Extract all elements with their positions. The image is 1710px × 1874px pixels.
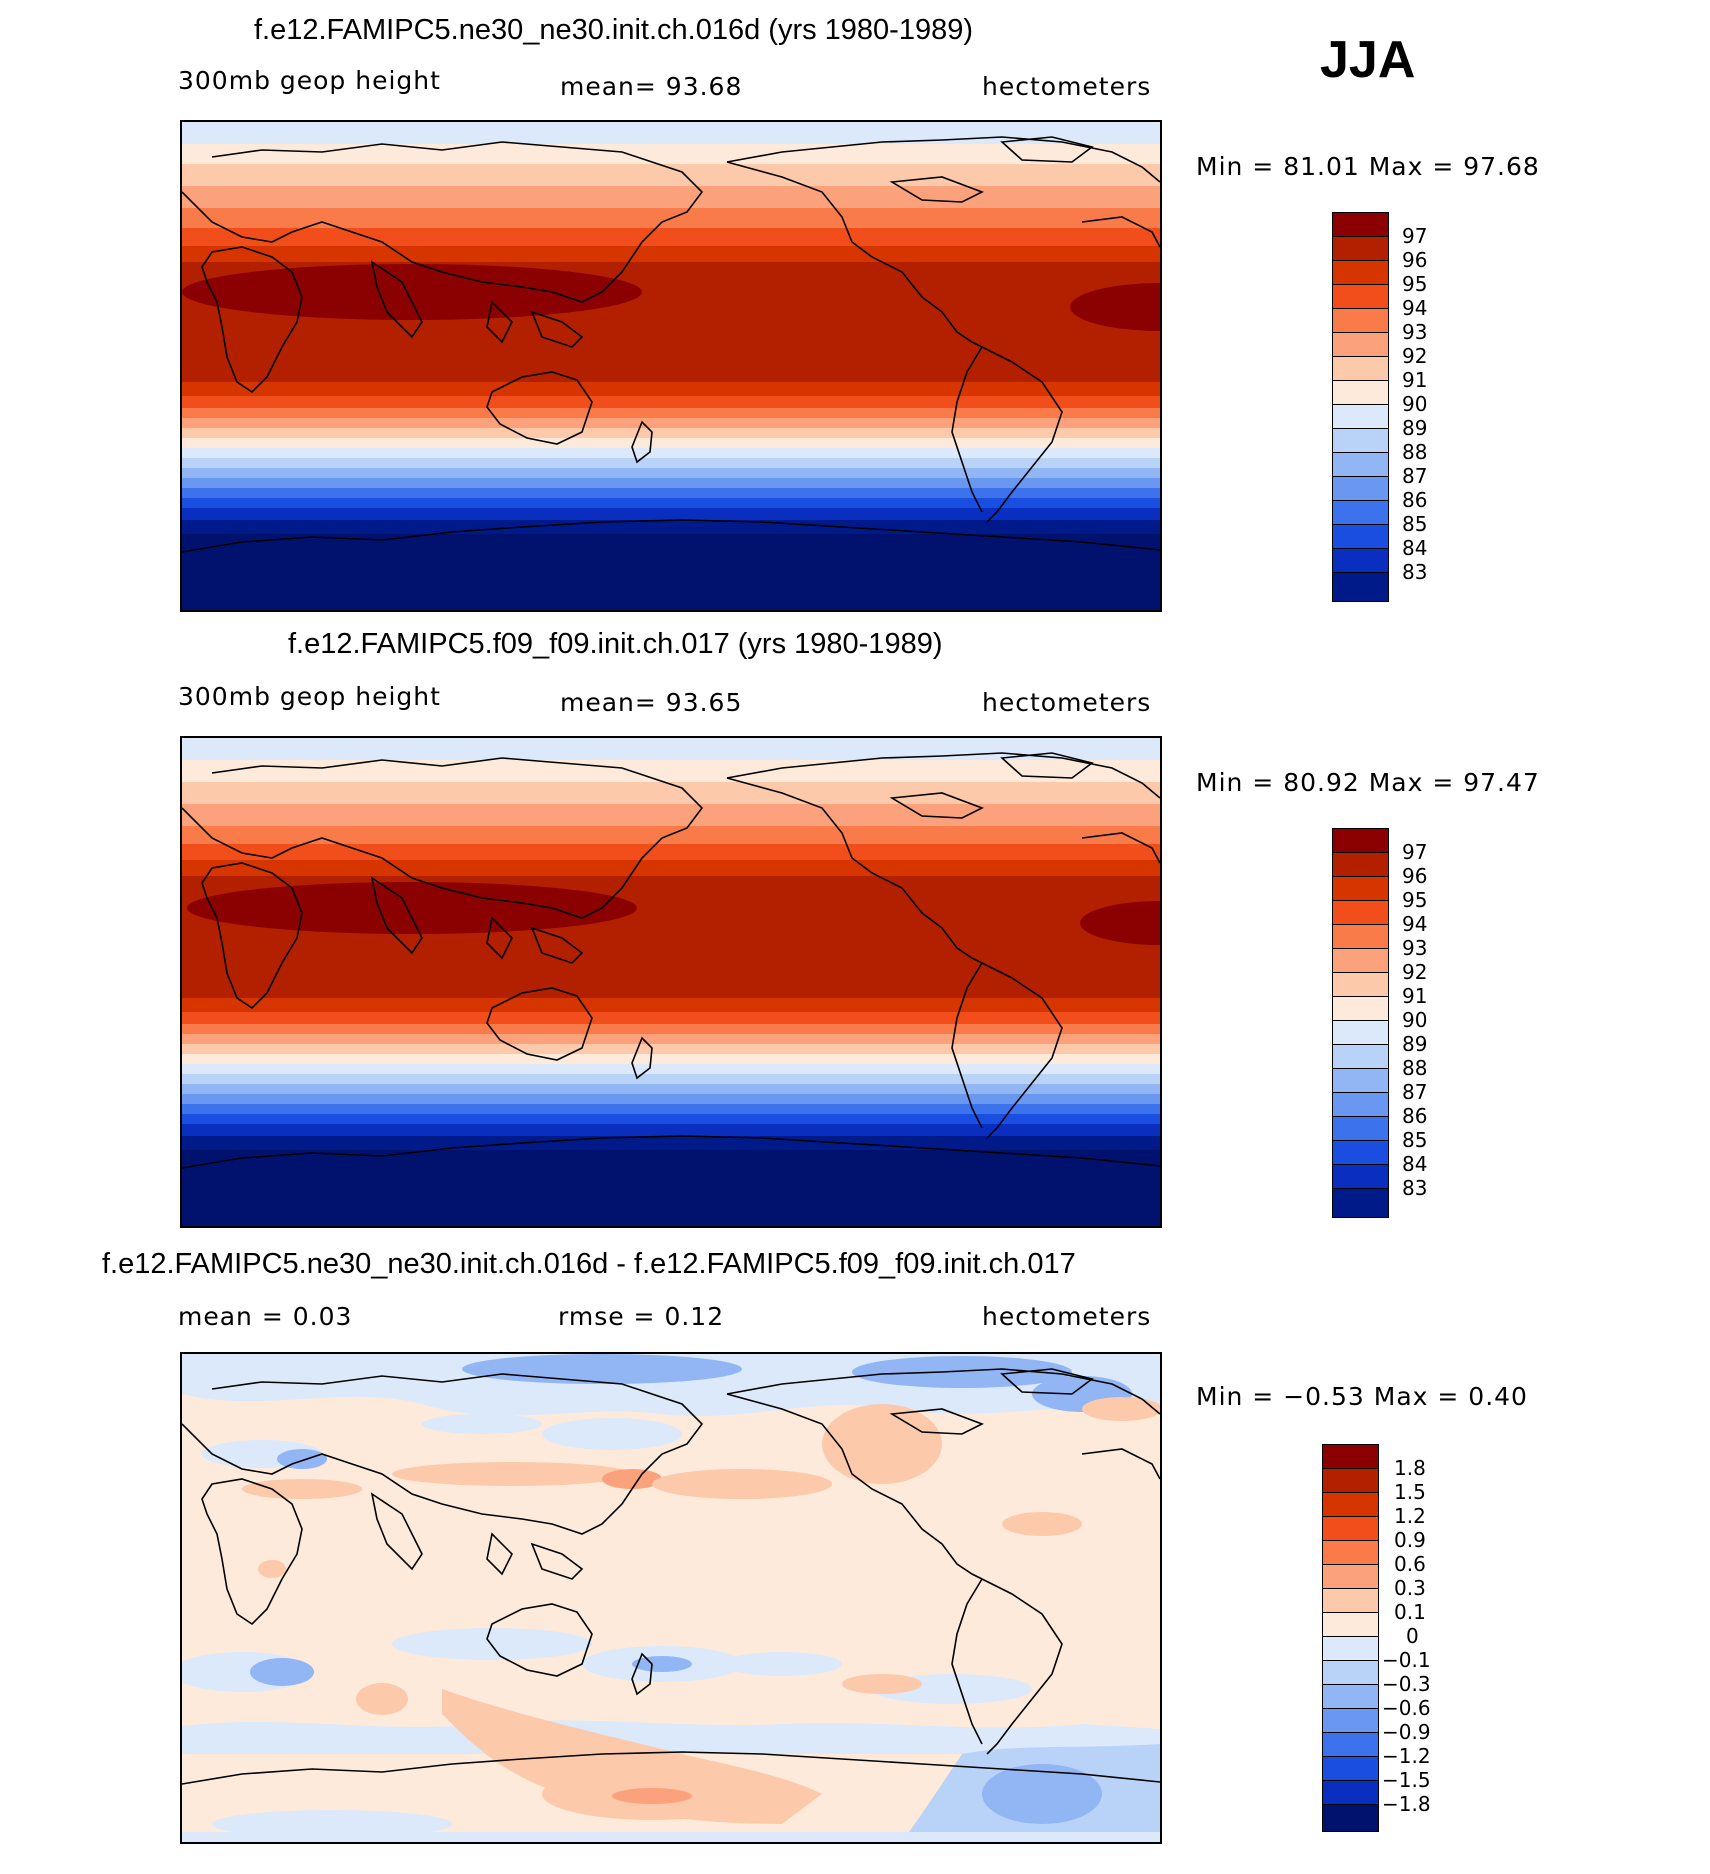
cbar-top-tick: 88 — [1402, 440, 1428, 464]
panel-middle-mean-label: mean= 93.65 — [560, 688, 743, 717]
cbar-diff-tick: −0.6 — [1382, 1696, 1431, 1720]
panel-middle-minmax-label: Min = 80.92 Max = 97.47 — [1196, 768, 1540, 797]
cbar-middle-tick: 86 — [1402, 1104, 1428, 1128]
cbar-diff-tick: 0.6 — [1394, 1552, 1426, 1576]
panel-diff-mean-label: mean = 0.03 — [178, 1302, 353, 1331]
panel-top-coastlines — [182, 136, 1160, 553]
cbar-middle-tick: 83 — [1402, 1176, 1428, 1200]
panel-top-title: f.e12.FAMIPC5.ne30_ne30.init.ch.016d (yr… — [254, 14, 974, 46]
cbar-top-tick: 90 — [1402, 392, 1428, 416]
cbar-top-tick: 87 — [1402, 464, 1428, 488]
cbar-middle-tick: 94 — [1402, 912, 1428, 936]
panel-diff-map-svg — [182, 1354, 1160, 1842]
panel-top-units-label: hectometers — [982, 72, 1152, 101]
cbar-diff-tick: 1.8 — [1394, 1456, 1426, 1480]
cbar-diff-tick: −1.8 — [1382, 1792, 1431, 1816]
cbar-diff-tick: 0.3 — [1394, 1576, 1426, 1600]
cbar-top-tick: 96 — [1402, 248, 1428, 272]
cbar-top-tick: 89 — [1402, 416, 1428, 440]
cbar-diff-tick: 1.5 — [1394, 1480, 1426, 1504]
cbar-diff-tick: −0.1 — [1382, 1648, 1431, 1672]
panel-middle-variable-label: 300mb geop height — [178, 682, 441, 711]
panel-middle-title: f.e12.FAMIPC5.f09_f09.init.ch.017 (yrs 1… — [288, 628, 943, 660]
cbar-diff-tick: −1.5 — [1382, 1768, 1431, 1792]
cbar-diff-tick: 0.1 — [1394, 1600, 1426, 1624]
cbar-middle-tick: 87 — [1402, 1080, 1428, 1104]
panel-middle-map-svg — [182, 738, 1160, 1226]
panel-top-map — [180, 120, 1162, 612]
panel-diff-map — [180, 1352, 1162, 1844]
cbar-middle-tick: 92 — [1402, 960, 1428, 984]
cbar-top-tick: 93 — [1402, 320, 1428, 344]
cbar-top-tick: 85 — [1402, 512, 1428, 536]
cbar-middle-tick: 97 — [1402, 840, 1428, 864]
panel-top-mean-label: mean= 93.68 — [560, 72, 743, 101]
panel-middle-map — [180, 736, 1162, 1228]
cbar-diff-tick: −1.2 — [1382, 1744, 1431, 1768]
panel-top-minmax-label: Min = 81.01 Max = 97.68 — [1196, 152, 1540, 181]
cbar-middle-tick: 84 — [1402, 1152, 1428, 1176]
cbar-middle-tick: 96 — [1402, 864, 1428, 888]
cbar-top-tick: 83 — [1402, 560, 1428, 584]
panel-top-map-svg — [182, 122, 1160, 610]
cbar-top-tick: 84 — [1402, 536, 1428, 560]
cbar-middle-tick: 90 — [1402, 1008, 1428, 1032]
cbar-top-tick: 91 — [1402, 368, 1428, 392]
cbar-middle-tick: 85 — [1402, 1128, 1428, 1152]
panel-middle-colorbar: 97 96 95 94 93 92 91 90 89 88 87 86 85 8… — [1332, 828, 1427, 1218]
cbar-middle-tick: 95 — [1402, 888, 1428, 912]
cbar-top-tick: 95 — [1402, 272, 1428, 296]
panel-diff-colorbar: 1.8 1.5 1.2 0.9 0.6 0.3 0.1 0 −0.1 −0.3 … — [1322, 1444, 1431, 1864]
cbar-diff-tick: 1.2 — [1394, 1504, 1426, 1528]
cbar-top-tick: 86 — [1402, 488, 1428, 512]
panel-middle-units-label: hectometers — [982, 688, 1152, 717]
cbar-diff-tick: 0 — [1406, 1624, 1419, 1648]
cbar-diff-tick: 0.9 — [1394, 1528, 1426, 1552]
panel-middle-coastlines — [182, 752, 1160, 1169]
cbar-middle-tick: 93 — [1402, 936, 1428, 960]
cbar-middle-tick: 91 — [1402, 984, 1428, 1008]
cbar-middle-tick: 88 — [1402, 1056, 1428, 1080]
panel-top-variable-label: 300mb geop height — [178, 66, 441, 95]
season-label: JJA — [1320, 31, 1416, 89]
panel-diff-units-label: hectometers — [982, 1302, 1152, 1331]
cbar-diff-tick: −0.3 — [1382, 1672, 1431, 1696]
cbar-top-tick: 92 — [1402, 344, 1428, 368]
panel-diff-coastlines — [182, 1368, 1160, 1785]
panel-top-colorbar: 97 96 95 94 93 92 91 90 89 88 87 86 85 8… — [1332, 212, 1427, 602]
cbar-top-tick: 94 — [1402, 296, 1428, 320]
cbar-middle-tick: 89 — [1402, 1032, 1428, 1056]
cbar-top-tick: 97 — [1402, 224, 1428, 248]
panel-diff-minmax-label: Min = −0.53 Max = 0.40 — [1196, 1382, 1528, 1411]
cbar-diff-tick: −0.9 — [1382, 1720, 1431, 1744]
panel-diff-title: f.e12.FAMIPC5.ne30_ne30.init.ch.016d - f… — [102, 1248, 1076, 1280]
panel-diff-rmse-label: rmse = 0.12 — [558, 1302, 725, 1331]
